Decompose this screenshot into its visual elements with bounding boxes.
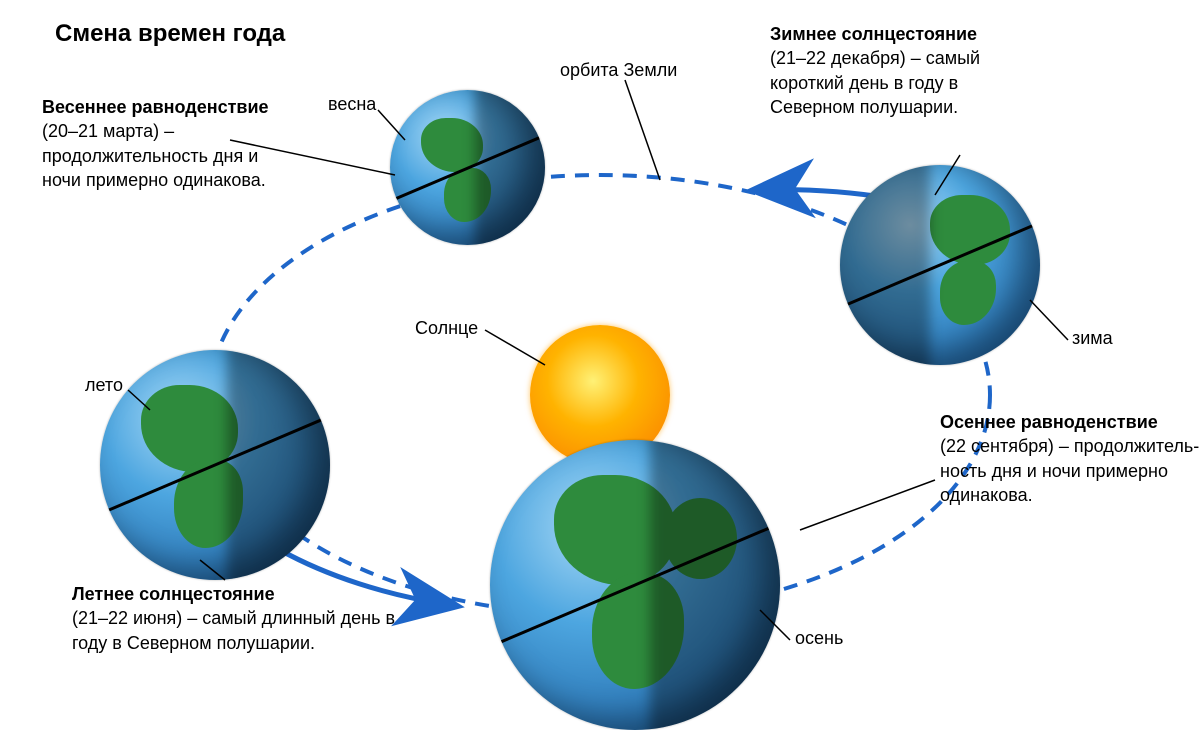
globe-spring [390, 90, 545, 245]
globe-winter [840, 165, 1040, 365]
text-autumn-equinox-title: Осеннее равноденствие [940, 410, 1200, 434]
text-summer-solstice-body: (21–22 июня) – самый длинный день в году… [72, 608, 395, 652]
diagram-title: Смена времен года [55, 20, 285, 48]
globe-autumn [490, 440, 780, 730]
text-vernal-equinox-title: Весеннее равноденствие [42, 95, 302, 119]
text-winter-solstice-body: (21–22 декабря) – самый короткий день в … [770, 48, 980, 117]
text-autumn-equinox: Осеннее равноденствие (22 сентября) – пр… [940, 410, 1200, 507]
label-spring: весна [328, 94, 376, 115]
label-sun: Солнце [415, 318, 478, 339]
text-vernal-equinox: Весеннее равноденствие (20–21 марта) – п… [42, 95, 302, 192]
globe-summer [100, 350, 330, 580]
text-winter-solstice: Зимнее солнцестояние (21–22 декабря) – с… [770, 22, 1030, 119]
label-orbit: орбита Земли [560, 60, 677, 81]
text-autumn-equinox-body: (22 сентября) – продолжитель­ность дня и… [940, 436, 1199, 505]
label-winter: зима [1072, 328, 1113, 349]
text-summer-solstice-title: Летнее солнцестояние [72, 582, 402, 606]
label-autumn: осень [795, 628, 843, 649]
text-vernal-equinox-body: (20–21 марта) – продолжительность дня и … [42, 121, 266, 190]
text-summer-solstice: Летнее солнцестояние (21–22 июня) – самы… [72, 582, 402, 655]
text-winter-solstice-title: Зимнее солнцестояние [770, 22, 1030, 46]
label-summer: лето [85, 375, 123, 396]
